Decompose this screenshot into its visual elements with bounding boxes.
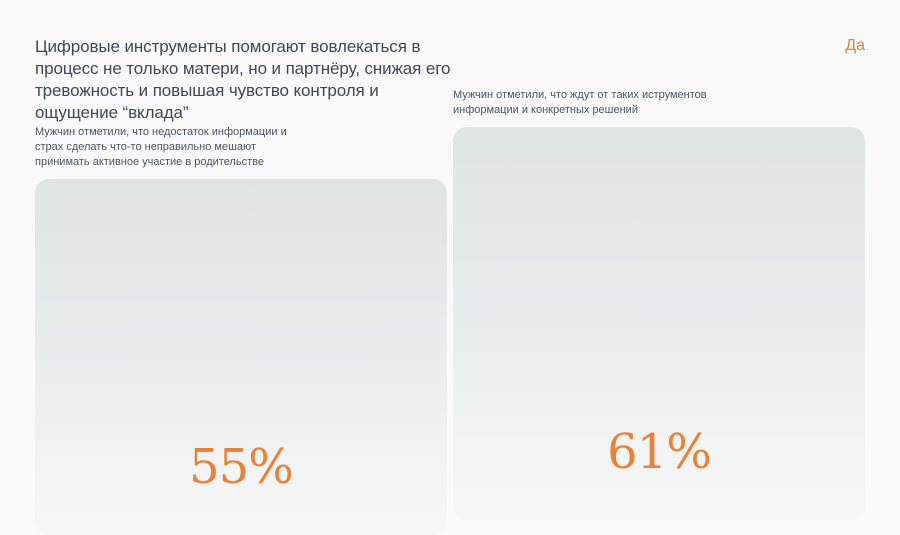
stat-value-1: 55%: [189, 438, 294, 495]
stat-column-1: Мужчин отметили, что недостаток информац…: [35, 125, 447, 535]
stat-caption-1: Мужчин отметили, что недостаток информац…: [35, 125, 287, 168]
stat-caption-2: Мужчин отметили, что ждут от таких истру…: [453, 89, 707, 117]
stat-column-2: Мужчин отметили, что ждут от таких истру…: [453, 88, 865, 520]
stat-value-2: 61%: [607, 423, 712, 480]
slide: { "heading": "Цифровые инструменты помог…: [35, 37, 865, 535]
stat-bar-2: 61%: [453, 127, 865, 520]
stat-bar-1: 55%: [35, 178, 447, 535]
slide-title: Цифровые инструменты помогают вовлекатьс…: [35, 37, 451, 122]
answer-tag: Да: [845, 37, 865, 54]
